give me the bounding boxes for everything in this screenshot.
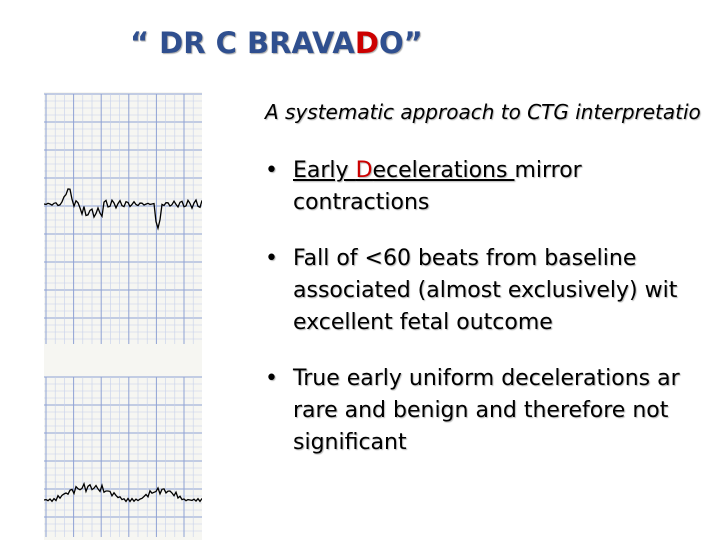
term-part: ecelerations xyxy=(372,158,515,183)
term-part: Early xyxy=(293,158,356,183)
bullet-item-early-decelerations: • Early Decelerations mirror contraction… xyxy=(265,155,720,219)
bullet-list: • Early Decelerations mirror contraction… xyxy=(265,155,720,483)
bullet-dot: • xyxy=(265,366,278,391)
bullet-line: significant xyxy=(293,430,407,455)
bullet-line: rare and benign and therefore not xyxy=(293,398,669,423)
title-highlight-letter: D xyxy=(354,26,379,60)
bullet-text: mirror xyxy=(514,158,582,183)
bullet-dot: • xyxy=(265,246,278,271)
bullet-item-true-early-uniform: • True early uniform decelerations ar ra… xyxy=(265,363,720,459)
ctg-grid-fetal-heart xyxy=(44,93,202,344)
term-highlight-letter: D xyxy=(355,158,373,183)
bullet-line: contractions xyxy=(293,190,430,215)
ctg-background xyxy=(44,92,202,540)
title-suffix: O” xyxy=(378,26,423,60)
ctg-grid-contractions xyxy=(44,376,202,537)
title-prefix: “ DR C BRAVA xyxy=(130,26,355,60)
bullet-line: Early Decelerations mirror xyxy=(293,155,720,187)
bullet-line: True early uniform decelerations ar xyxy=(293,366,680,391)
ctg-trace-image xyxy=(44,92,202,540)
slide-title: “ DR C BRAVADO” xyxy=(130,26,423,60)
underlined-term: Early Decelerations xyxy=(293,158,514,183)
bullet-line: excellent fetal outcome xyxy=(293,310,553,335)
contraction-trace xyxy=(44,481,202,503)
bullet-item-fall-of-beats: • Fall of <60 beats from baseline associ… xyxy=(265,243,720,339)
fetal-heart-rate-trace xyxy=(44,188,202,231)
bullet-line: associated (almost exclusively) wit xyxy=(293,278,678,303)
bullet-dot: • xyxy=(265,158,278,183)
bullet-line: Fall of <60 beats from baseline xyxy=(293,246,637,271)
slide-subtitle: A systematic approach to CTG interpretat… xyxy=(265,100,701,124)
